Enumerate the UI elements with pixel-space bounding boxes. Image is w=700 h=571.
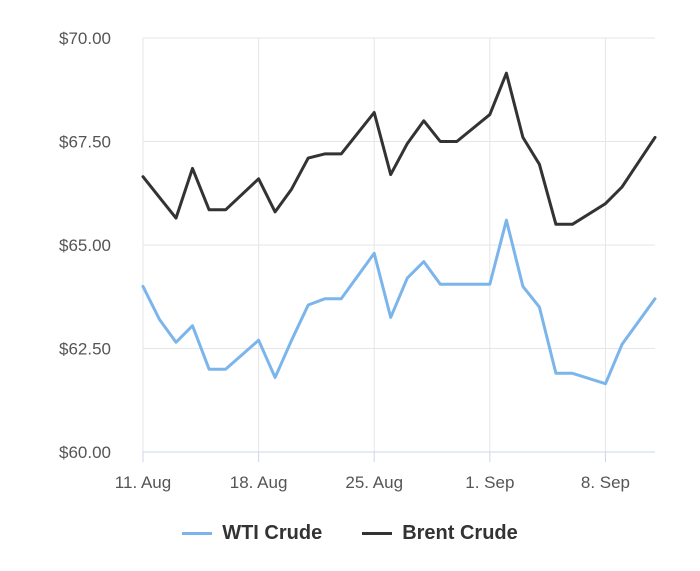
y-tick-label: $62.50 [59, 340, 111, 359]
y-tick-label: $60.00 [59, 443, 111, 462]
x-tick-label: 18. Aug [230, 473, 288, 492]
x-axis: 11. Aug 18. Aug 25. Aug 1. Sep 8. Sep [115, 451, 655, 492]
line-chart: $60.00 $62.50 $65.00 $67.50 $70.00 11. Aug 18… [59, 29, 657, 492]
series-line-brent[interactable] [141, 71, 657, 226]
grid [142, 37, 655, 453]
y-axis: $60.00 $62.50 $65.00 $67.50 $70.00 [59, 29, 111, 462]
x-tick-label: 8. Sep [581, 473, 630, 492]
legend-item-brent[interactable]: Brent Crude [362, 522, 518, 545]
series-layer [141, 71, 657, 386]
legend-item-wti[interactable]: WTI Crude [182, 522, 322, 545]
legend-label-brent: Brent Crude [402, 522, 518, 544]
x-tick-label: 25. Aug [345, 473, 403, 492]
legend-swatch-wti [182, 532, 213, 535]
x-tick-label: 1. Sep [465, 473, 514, 492]
x-tick-label: 11. Aug [115, 473, 171, 492]
legend-swatch-brent [362, 532, 393, 535]
y-tick-label: $65.00 [59, 236, 111, 255]
y-tick-label: $67.50 [59, 133, 111, 152]
y-tick-label: $70.00 [59, 29, 111, 48]
legend-label-wti: WTI Crude [222, 522, 323, 544]
series-line-wti[interactable] [141, 218, 657, 386]
legend: WTI Crude Brent Crude [0, 522, 700, 545]
